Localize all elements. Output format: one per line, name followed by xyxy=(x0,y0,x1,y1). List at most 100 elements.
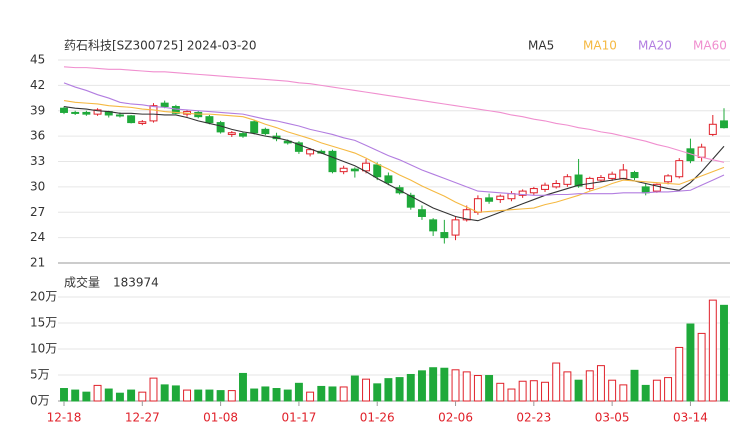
candle-body xyxy=(239,133,247,137)
volume-bar xyxy=(283,389,292,402)
volume-bar xyxy=(406,373,415,402)
volume-bar xyxy=(440,367,449,402)
candle-body xyxy=(720,120,728,129)
candle-body xyxy=(619,169,628,179)
volume-bar xyxy=(664,377,673,402)
legend-label: MA5 xyxy=(528,39,554,53)
volume-bar xyxy=(339,386,348,402)
volume-bar xyxy=(71,389,80,402)
candle-body xyxy=(406,194,415,208)
candle-body xyxy=(708,123,717,135)
ma-line xyxy=(63,66,725,163)
candle-body xyxy=(60,107,68,113)
candle-body xyxy=(328,150,337,173)
ma-line xyxy=(63,105,725,222)
candle-body xyxy=(496,195,505,201)
volume-bar xyxy=(630,369,639,402)
volume-bar xyxy=(82,391,91,402)
volume-bar xyxy=(552,362,561,402)
volume-bar xyxy=(395,377,404,402)
candle-body xyxy=(306,149,315,155)
candle-body xyxy=(440,232,449,239)
legend-label: MA60 xyxy=(693,39,727,53)
volume-bar xyxy=(384,378,393,402)
candle-body xyxy=(362,162,371,172)
volume-bar xyxy=(205,389,214,402)
volume-bar xyxy=(149,377,158,402)
candle-body xyxy=(115,114,124,117)
volume-bar xyxy=(160,384,169,402)
candle-body xyxy=(71,111,80,114)
candle-body xyxy=(205,116,214,124)
candle-body xyxy=(675,160,684,178)
volume-bar xyxy=(541,381,549,402)
candle-body xyxy=(138,121,147,124)
volume-latest: 183974 xyxy=(113,276,159,290)
volume-bar xyxy=(574,379,583,402)
volume-title: 成交量 xyxy=(64,275,100,290)
volume-bar xyxy=(518,380,527,402)
y-tick-label: 27 xyxy=(30,205,45,219)
volume-bar xyxy=(183,389,192,402)
volume-bar xyxy=(619,384,628,402)
y-tick-label: 20万 xyxy=(30,290,57,304)
volume-bar xyxy=(462,371,471,402)
volume-bar xyxy=(350,375,359,402)
candle-body xyxy=(82,111,91,115)
volume-bar xyxy=(675,346,684,402)
candle-body xyxy=(373,164,382,178)
x-tick-label: 02-06 xyxy=(438,411,473,425)
volume-bar xyxy=(328,386,337,402)
volume-bar xyxy=(563,371,572,402)
candle-body xyxy=(630,171,639,179)
candle-body xyxy=(507,193,516,200)
volume-bar xyxy=(362,378,371,402)
candle-body xyxy=(641,186,650,194)
volume-bar xyxy=(697,332,706,402)
y-tick-label: 42 xyxy=(30,78,45,92)
y-tick-label: 30 xyxy=(30,179,45,193)
candle-body xyxy=(294,142,303,152)
x-tick-label: 01-17 xyxy=(281,411,316,425)
candle-body xyxy=(350,168,359,172)
x-tick-label: 02-23 xyxy=(516,411,551,425)
candle-body xyxy=(596,177,605,181)
y-tick-label: 0万 xyxy=(30,394,50,408)
x-tick-label: 12-18 xyxy=(47,411,82,425)
candle-body xyxy=(518,190,527,196)
volume-bar xyxy=(451,369,460,402)
volume-bar xyxy=(216,390,225,402)
candle-body xyxy=(529,188,538,194)
candle-body xyxy=(250,121,259,134)
volume-bar xyxy=(585,370,594,402)
volume-bar xyxy=(708,299,717,402)
volume-bar xyxy=(104,388,113,402)
x-tick-label: 03-05 xyxy=(595,411,630,425)
volume-bar xyxy=(294,382,303,402)
candle-body xyxy=(93,109,102,115)
volume-bar xyxy=(93,384,102,402)
y-tick-label: 5万 xyxy=(30,368,50,382)
candle-body xyxy=(462,209,471,221)
y-tick-label: 45 xyxy=(30,53,45,67)
volume-bar xyxy=(608,379,617,402)
volume-bar xyxy=(720,304,728,402)
y-tick-label: 24 xyxy=(30,230,45,244)
volume-bar xyxy=(138,391,147,402)
volume-bar xyxy=(317,385,326,402)
volume-bar xyxy=(306,391,315,402)
volume-bar xyxy=(507,388,516,402)
candle-body xyxy=(149,105,158,122)
volume-bar xyxy=(529,380,538,402)
candle-body xyxy=(574,174,583,187)
candle-body xyxy=(261,128,270,135)
volume-bar xyxy=(473,375,482,402)
candle-body xyxy=(664,175,673,183)
candle-body xyxy=(563,176,572,185)
volume-bar xyxy=(429,367,438,402)
ma-line xyxy=(63,100,725,213)
x-tick-label: 03-14 xyxy=(673,411,708,425)
legend-label: MA20 xyxy=(638,39,672,53)
y-tick-label: 33 xyxy=(30,154,45,168)
